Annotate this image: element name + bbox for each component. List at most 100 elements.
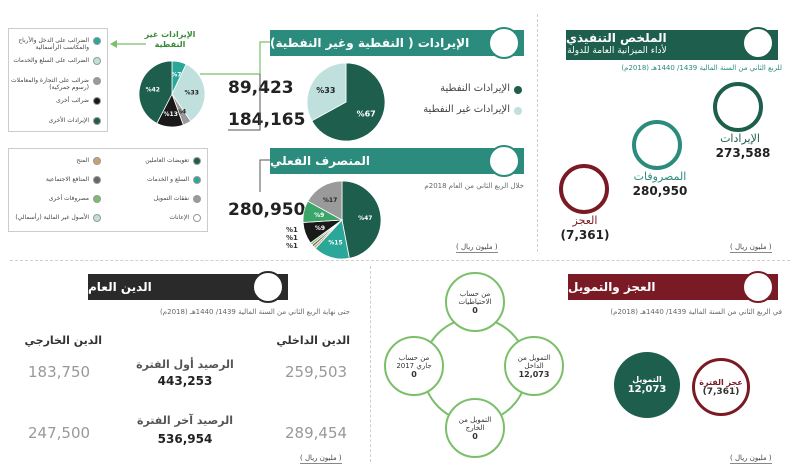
- revenues-header: الإيرادات ( النفطية وغير النفطية): [270, 27, 524, 59]
- reserves-value: 0: [472, 305, 478, 315]
- closing-external-value: 247,500: [28, 424, 91, 442]
- nonoil-breakdown-label-1: %33: [185, 89, 199, 96]
- legend-dot-4: [93, 117, 101, 125]
- summary-unit: ( مليون ريال ): [730, 243, 772, 253]
- legend-dot-0: [193, 157, 201, 165]
- current-account-label: من حساب جاري 2017: [396, 353, 432, 370]
- period-deficit-label: عجز الفترة: [699, 377, 743, 387]
- nonoil-breakdown-pie: %7 %33 %4%13 %42: [138, 60, 206, 128]
- revenues-title: الإيرادات ( النفطية وغير النفطية): [270, 36, 470, 50]
- financing-unit: ( مليون ريال ): [730, 454, 772, 464]
- nonoil-breakdown-title: الإيرادات غير النفطية: [144, 30, 196, 49]
- legend-dot-4: [93, 157, 101, 165]
- expenditure-breakdown-label-7: %17: [323, 197, 337, 204]
- legend-label-4: المنح: [76, 157, 89, 164]
- revenue-value: 273,588: [715, 146, 771, 160]
- funding-value: 12,073: [627, 384, 667, 395]
- closing-domestic-value: 289,454: [285, 424, 348, 442]
- nonoil-legend-dot: [514, 107, 522, 115]
- deficit-icon: [559, 164, 609, 214]
- legend-label-5: المنافع الاجتماعية: [45, 176, 89, 183]
- expenses-value: 280,950: [632, 184, 688, 198]
- legend-label-2: ضرائب على التجارة والمعاملات (رسوم جمركي…: [11, 77, 89, 91]
- expenses-icon: [632, 120, 682, 170]
- expenditure-breakdown-slice-0: [341, 180, 382, 259]
- legend-dot-7: [93, 214, 101, 222]
- legend-dot-6: [93, 195, 101, 203]
- summary-chart-icon: [742, 27, 774, 59]
- legend-label-3: الإعانات: [169, 214, 189, 221]
- expenditure-breakdown-label-6: %9: [314, 212, 324, 219]
- domestic-financing-node: التمويل من الداخل 12,073: [504, 336, 564, 396]
- financing-title: العجز والتمويل: [568, 280, 656, 294]
- nonoil-breakdown-label-4: %42: [146, 86, 160, 93]
- expenditure-title: المنصرف الفعلي: [270, 154, 371, 168]
- oil-vs-nonoil-label-0: %67: [357, 110, 376, 119]
- expenditure-pie-small-label-2: %1: [286, 226, 298, 234]
- opening-balance-total: 443,253: [157, 374, 213, 388]
- revenue-connector: [110, 40, 270, 131]
- expenditure-connector: [259, 159, 270, 192]
- expenditure-chart-icon: [488, 145, 520, 177]
- expenditure-breakdown-label-1: %15: [328, 239, 342, 246]
- period-deficit-value: (7,361): [702, 386, 740, 397]
- legend-label-3: ضرائب أخرى: [56, 97, 89, 104]
- legend-label-0: الضرائب على الدخل والأرباح والمكاسب الرأ…: [18, 37, 89, 51]
- nonoil-breakdown-label-3: %13: [164, 111, 178, 118]
- expenses-label: المصروفات: [633, 170, 687, 183]
- legend-dot-1: [93, 57, 101, 65]
- expenditure-legend-box: تعويضات العاملين السلع و الخدمات نفقات الت…: [8, 148, 208, 232]
- debt-header: الدين العام: [88, 271, 288, 303]
- revenue-label: الإيرادات: [720, 132, 760, 145]
- domestic-financing-label: التمويل من الداخل: [517, 353, 551, 370]
- oil-legend-dot: [514, 86, 522, 94]
- closing-balance-total: 536,954: [157, 432, 213, 446]
- current-account-node: من حساب جاري 2017 0: [384, 336, 444, 396]
- separator-middle: [10, 260, 790, 261]
- legend-dot-3: [93, 97, 101, 105]
- domestic-financing-value: 12,073: [518, 369, 550, 379]
- revenue-icon: [713, 82, 763, 132]
- funding-circle: التمويل 12,073: [614, 352, 680, 418]
- summary-subtitle: لأداء الميزانية العامة للدولة: [567, 46, 667, 56]
- nonoil-breakdown-label-2: %4: [176, 109, 186, 116]
- legend-dot-1: [193, 176, 201, 184]
- expenditure-subtitle: خلال الربع الثاني من العام 2018م: [424, 182, 524, 190]
- reserves-node: من حساب الاحتياطيات 0: [445, 272, 505, 332]
- summary-period: للربع الثاني من السنة المالية 1439/ 1440…: [621, 64, 782, 72]
- expenditure-value: 280,950: [228, 200, 306, 220]
- financing-chart-icon: [742, 271, 774, 303]
- external-debt-label: الدين الخارجي: [24, 334, 102, 347]
- opening-balance-label: الرصيد أول الفترة: [136, 358, 234, 371]
- reserves-label: من حساب الاحتياطيات: [458, 289, 492, 306]
- period-deficit-circle: عجز الفترة (7,361): [692, 358, 750, 416]
- legend-label-0: تعويضات العاملين: [145, 157, 189, 164]
- revenue-legend-box: الضرائب على الدخل والأرباح والمكاسب الرأ…: [8, 28, 108, 132]
- legend-dot-2: [93, 77, 101, 85]
- debt-unit: ( مليون ريال ): [300, 454, 342, 464]
- summary-header: الملخص التنفيذي لأداء الميزانية العامة ل…: [566, 27, 778, 60]
- oil-legend-label: الإيرادات النفطية: [440, 83, 510, 94]
- separator-bottom: [370, 266, 371, 462]
- deficit-value: (7,361): [560, 228, 610, 242]
- financing-period: في الربع الثاني من السنة المالية 1439/ 1…: [610, 308, 782, 316]
- separator-top-right: [537, 14, 538, 252]
- nonoil-revenue-value: 184,165: [228, 110, 306, 130]
- debt-period: حتى نهاية الربع الثاني من السنة المالية …: [160, 308, 350, 316]
- legend-label-4: الإيرادات الأخرى: [48, 117, 89, 124]
- legend-dot-2: [193, 195, 201, 203]
- debt-chart-icon: [252, 271, 284, 303]
- oil-revenue-value: 89,423: [228, 78, 294, 98]
- external-financing-label: التمويل من الخارج: [458, 415, 492, 432]
- opening-domestic-value: 259,503: [285, 363, 348, 381]
- deficit-label: العجز: [572, 214, 598, 227]
- legend-dot-3: [193, 214, 201, 222]
- legend-label-2: نفقات التمويل: [153, 195, 189, 202]
- legend-dot-0: [93, 37, 101, 45]
- current-account-value: 0: [411, 369, 417, 379]
- external-financing-node: التمويل من الخارج 0: [445, 398, 505, 458]
- expenditure-header: المنصرف الفعلي: [270, 145, 524, 177]
- expenditure-pie-small-label-3: %1: [286, 234, 298, 242]
- legend-dot-5: [93, 176, 101, 184]
- closing-balance-label: الرصيد آخر الفترة: [136, 414, 234, 427]
